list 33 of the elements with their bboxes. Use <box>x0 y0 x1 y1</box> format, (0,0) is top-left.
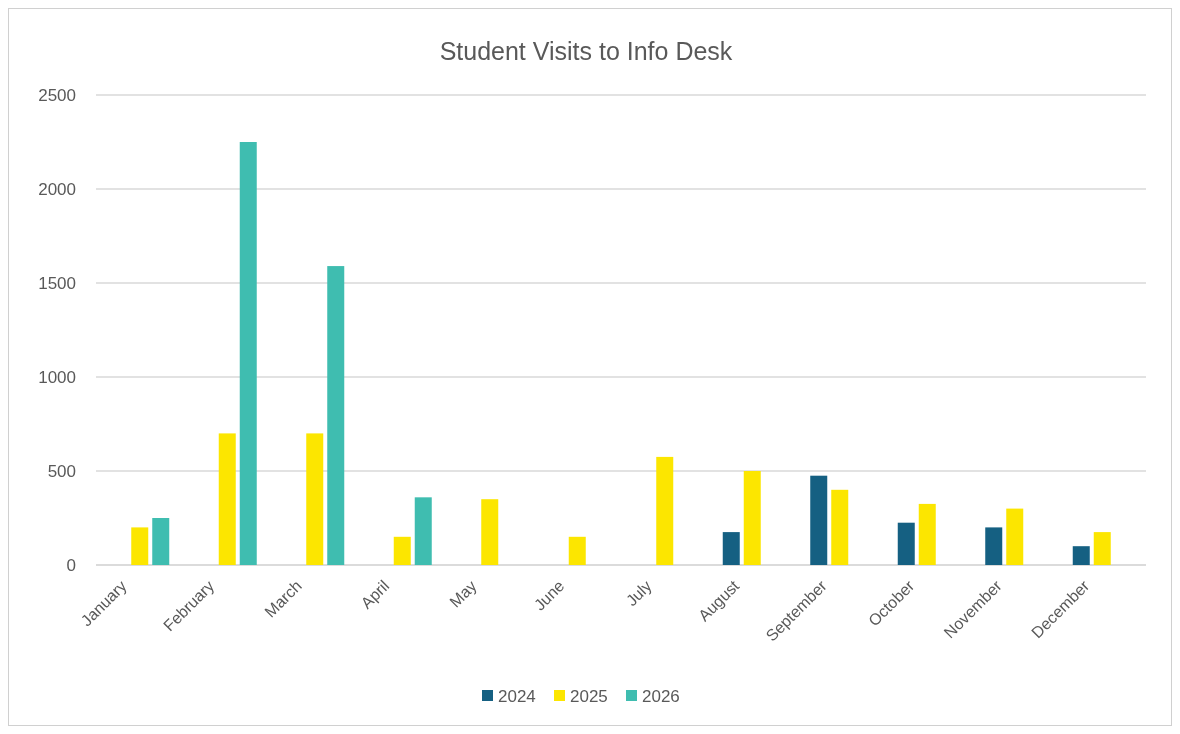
y-tick-label: 1500 <box>38 273 76 293</box>
bar <box>918 503 936 565</box>
bar <box>1006 508 1024 565</box>
legend-label: 2025 <box>570 686 608 706</box>
y-tick-label: 2500 <box>38 85 76 105</box>
bar <box>897 522 915 565</box>
bar <box>131 527 149 565</box>
bar <box>810 475 828 565</box>
bar <box>568 536 586 565</box>
bar <box>1093 532 1111 565</box>
legend-label: 2024 <box>498 686 536 706</box>
y-tick-label: 1000 <box>38 367 76 387</box>
x-tick-label: May <box>446 577 480 611</box>
bar <box>414 497 432 565</box>
x-tick-label: July <box>622 577 655 610</box>
bar <box>306 433 324 565</box>
bar <box>743 471 761 565</box>
chart-title: Student Visits to Info Desk <box>439 37 733 65</box>
bar <box>985 527 1003 565</box>
bar <box>218 433 236 565</box>
bar <box>239 142 257 565</box>
y-tick-label: 500 <box>47 461 76 481</box>
bar <box>393 536 411 565</box>
bar <box>1072 546 1090 565</box>
y-tick-label: 2000 <box>38 179 76 199</box>
y-tick-label: 0 <box>66 555 76 575</box>
bar <box>327 266 345 565</box>
bar <box>722 532 740 565</box>
legend-label: 2026 <box>642 686 680 706</box>
bar <box>481 499 499 565</box>
bar <box>152 518 170 565</box>
bar <box>656 456 674 565</box>
bar <box>831 489 849 565</box>
